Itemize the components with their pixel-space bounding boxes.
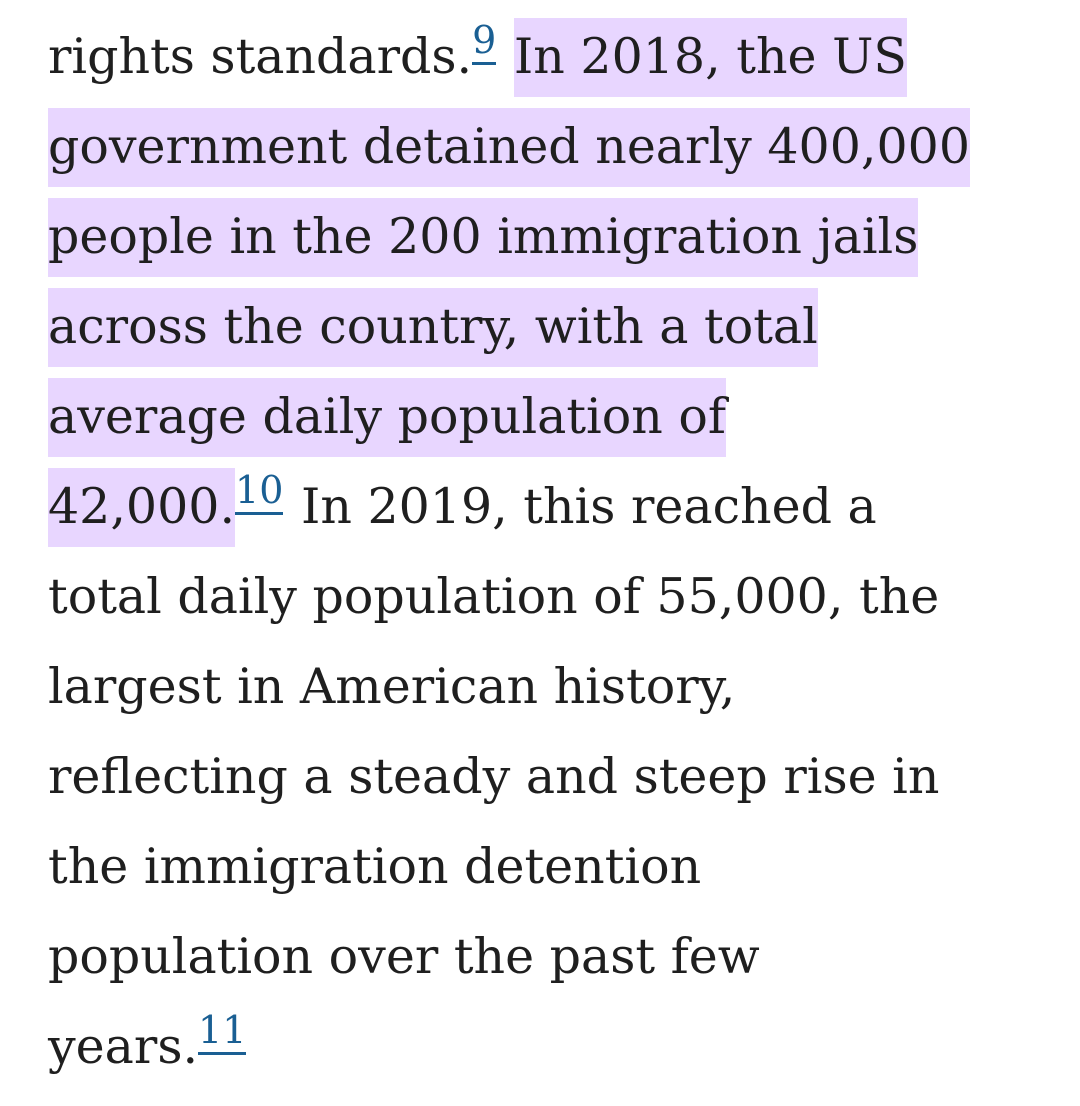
body-text: largest in American history, (48, 658, 736, 715)
footnote-link-9[interactable]: 9 (472, 21, 497, 65)
text-line: population over the past few (48, 912, 760, 1002)
text-line: average daily population of (48, 372, 726, 462)
text-line: total daily population of 55,000, the (48, 552, 939, 642)
body-text: total daily population of 55,000, the (48, 568, 940, 625)
erased-area (270, 1020, 880, 1090)
body-text: years. (48, 1018, 199, 1075)
text-line: rights standards.9 In 2018, the US (48, 12, 907, 102)
body-text (498, 28, 514, 85)
body-text: In 2019, this reached a (285, 478, 877, 535)
text-line: across the country, with a total (48, 282, 818, 372)
text-line: government detained nearly 400,000 (48, 102, 971, 192)
footnote-link-10[interactable]: 10 (235, 471, 284, 515)
body-text: rights standards. (48, 28, 473, 85)
text-line: people in the 200 immigration jails (48, 192, 919, 282)
text-line: the immigration detention (48, 822, 701, 912)
text-line: reflecting a steady and steep rise in (48, 732, 939, 822)
highlighted-text[interactable]: across the country, with a total (48, 288, 818, 367)
text-line: 42,000.10 In 2019, this reached a (48, 462, 877, 552)
body-text: reflecting a steady and steep rise in (48, 748, 940, 805)
highlighted-text[interactable]: average daily population of (48, 378, 726, 457)
text-line: years.11 (48, 1002, 248, 1092)
highlighted-text[interactable]: government detained nearly 400,000 (48, 108, 971, 187)
highlighted-text[interactable]: In 2018, the US (513, 18, 907, 97)
highlighted-text[interactable]: 42,000. (48, 468, 236, 547)
body-text: the immigration detention (48, 838, 702, 895)
footnote-link-11[interactable]: 11 (198, 1011, 247, 1055)
text-line: largest in American history, (48, 642, 735, 732)
body-text: population over the past few (48, 928, 760, 985)
highlighted-text[interactable]: people in the 200 immigration jails (48, 198, 919, 277)
